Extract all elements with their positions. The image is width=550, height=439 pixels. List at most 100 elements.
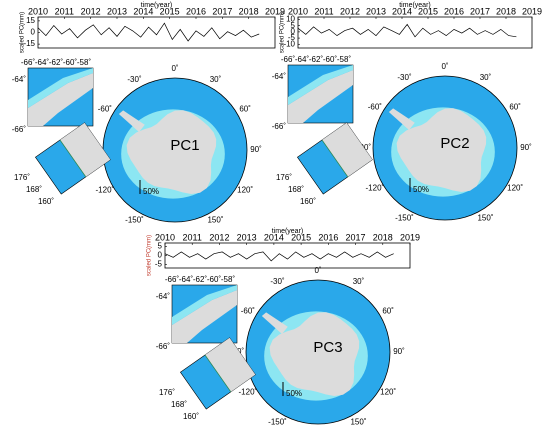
longitude-label: 60˚ xyxy=(382,307,394,316)
x-tick-label: 2015 xyxy=(418,6,438,16)
pc-label: PC2 xyxy=(440,135,469,152)
longitude-label: -120˚ xyxy=(239,388,258,397)
scale-label: 50% xyxy=(143,187,159,196)
x-tick-label: 2015 xyxy=(291,232,311,242)
y-axis-label: scaled PC(mm) xyxy=(147,235,153,276)
ross-coast xyxy=(59,139,87,178)
x-tick-label: 2014 xyxy=(133,6,153,16)
peninsula-shelf xyxy=(172,285,237,325)
y-tick-label: 0 xyxy=(158,251,163,260)
longitude-label: -60˚ xyxy=(368,103,383,112)
longitude-label: 60˚ xyxy=(509,103,521,112)
longitude-label: 150˚ xyxy=(477,213,493,222)
latlon-label: -66˚ xyxy=(21,58,36,67)
longitude-label: 150˚ xyxy=(207,215,223,224)
land xyxy=(126,110,217,194)
land xyxy=(396,108,487,192)
latlon-label: -58˚ xyxy=(221,275,236,284)
peninsula xyxy=(388,108,415,130)
latlon-label: -64˚ xyxy=(12,75,27,84)
x-tick-label: 2016 xyxy=(186,6,206,16)
longitude-label: 30˚ xyxy=(480,73,492,82)
x-tick-label: 2019 xyxy=(265,6,285,16)
x-tick-label: 2014 xyxy=(392,6,412,16)
ross-coast xyxy=(204,354,232,393)
x-tick-label: 2018 xyxy=(239,6,259,16)
x-tick-label: 2011 xyxy=(183,232,202,242)
x-tick-label: 2017 xyxy=(212,6,232,16)
x-tick-label: 2015 xyxy=(160,6,180,16)
x-tick-label: 2016 xyxy=(318,232,338,242)
peninsula xyxy=(261,312,288,334)
ross-ice xyxy=(322,122,373,177)
x-tick-label: 2014 xyxy=(264,232,284,242)
x-tick-label: 2012 xyxy=(209,232,229,242)
longitude-label: 30˚ xyxy=(353,277,365,286)
longitude-label: 90˚ xyxy=(520,143,532,152)
longitude-label: -120˚ xyxy=(366,184,385,193)
longitude-label: -30˚ xyxy=(127,75,142,84)
ross-label: 160˚ xyxy=(300,197,316,206)
ross-inset xyxy=(297,122,373,195)
y-tick-label: 0 xyxy=(291,27,296,36)
longitude-label: 0˚ xyxy=(314,266,321,275)
plot-frame xyxy=(297,16,533,49)
latlon-label: -66˚ xyxy=(165,275,180,284)
pc-label: PC1 xyxy=(170,137,199,154)
scale-label: 50% xyxy=(413,185,429,194)
ross-ice xyxy=(59,122,111,177)
ross-inset xyxy=(35,122,111,195)
ross-label: 176˚ xyxy=(276,173,292,182)
land xyxy=(269,312,360,396)
peninsula-land xyxy=(172,290,237,343)
pc-label: PC3 xyxy=(313,339,342,356)
ross-label: 168˚ xyxy=(26,185,42,194)
latlon-label: -62˚ xyxy=(193,275,208,284)
longitude-label: 30˚ xyxy=(210,75,222,84)
axis-title: time(year) xyxy=(272,228,304,235)
series-line xyxy=(297,23,517,38)
x-tick-label: 2019 xyxy=(522,6,542,16)
x-tick-label: 2018 xyxy=(496,6,516,16)
latlon-label: -66˚ xyxy=(12,125,27,134)
x-tick-label: 2016 xyxy=(444,6,464,16)
latlon-label: -64˚ xyxy=(295,55,310,64)
x-tick-label: 2013 xyxy=(107,6,127,16)
x-tick-label: 2010 xyxy=(155,232,175,242)
axis-title: time(year) xyxy=(399,2,431,9)
x-tick-label: 2017 xyxy=(470,6,490,16)
latlon-label: -64˚ xyxy=(272,72,287,81)
x-tick-label: 2018 xyxy=(373,232,393,242)
x-tick-label: 2010 xyxy=(28,6,48,16)
longitude-label: -60˚ xyxy=(241,307,256,316)
latlon-label: -60˚ xyxy=(63,58,78,67)
x-tick-label: 2011 xyxy=(55,6,74,16)
plot-frame xyxy=(164,242,411,269)
peninsula-land xyxy=(28,73,93,126)
latlon-label: -64˚ xyxy=(179,275,194,284)
ross-label: 168˚ xyxy=(171,400,187,409)
latlon-label: -58˚ xyxy=(77,58,92,67)
latlon-label: -66˚ xyxy=(281,55,296,64)
x-tick-label: 2011 xyxy=(314,6,333,16)
longitude-label: -150˚ xyxy=(395,213,414,222)
y-tick-label: -5 xyxy=(288,33,296,42)
latlon-label: -64˚ xyxy=(156,292,171,301)
series-line xyxy=(164,251,394,262)
ross-label: 168˚ xyxy=(288,185,304,194)
latlon-label: -58˚ xyxy=(337,55,352,64)
y-tick-label: -15 xyxy=(23,39,35,48)
longitude-label: 90˚ xyxy=(250,145,262,154)
longitude-label: 60˚ xyxy=(239,105,251,114)
ross-coast xyxy=(321,139,349,178)
longitude-label: 120˚ xyxy=(507,184,523,193)
longitude-label: -30˚ xyxy=(397,73,412,82)
longitude-label: -60˚ xyxy=(98,105,113,114)
ross-label: 160˚ xyxy=(183,412,199,421)
longitude-label: 0˚ xyxy=(441,62,448,71)
latlon-label: -60˚ xyxy=(207,275,222,284)
ross-inset xyxy=(180,337,256,410)
x-tick-label: 2010 xyxy=(288,6,308,16)
longitude-label: 150˚ xyxy=(350,417,366,426)
y-axis-label: scaled PC(mm) xyxy=(20,12,26,53)
